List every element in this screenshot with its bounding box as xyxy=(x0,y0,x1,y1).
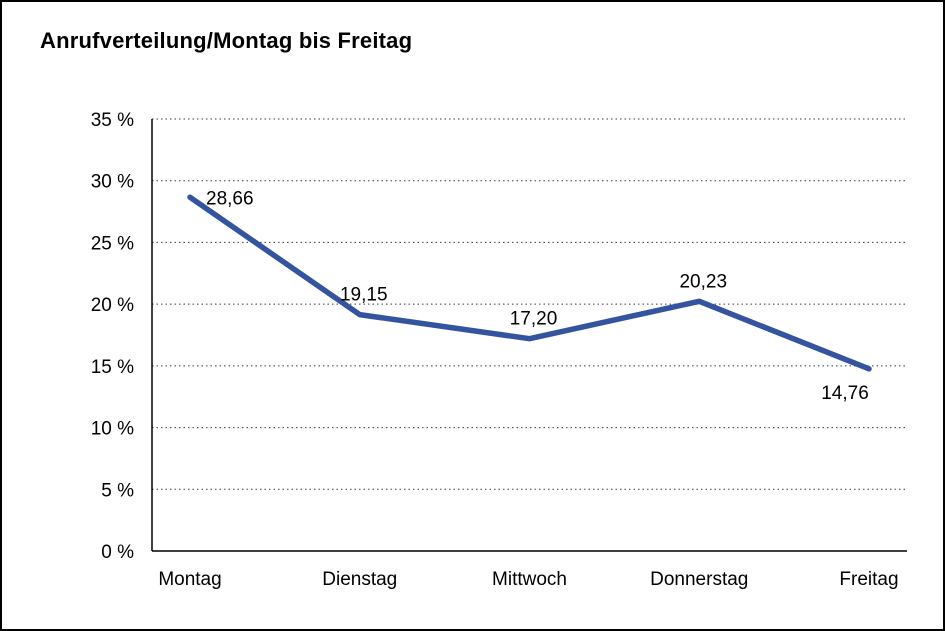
chart-title: Anrufverteilung/Montag bis Freitag xyxy=(40,28,413,53)
data-value-label: 14,76 xyxy=(821,383,869,404)
x-category-label: Montag xyxy=(158,569,221,590)
y-tick-label: 10 % xyxy=(91,419,134,440)
x-category-label: Dienstag xyxy=(322,569,397,590)
y-tick-label: 35 % xyxy=(91,110,134,131)
data-value-label: 28,66 xyxy=(206,188,254,209)
y-tick-label: 5 % xyxy=(101,480,134,501)
data-value-label: 20,23 xyxy=(679,271,727,292)
x-category-label: Mittwoch xyxy=(492,569,567,590)
data-value-label: 19,15 xyxy=(340,285,388,306)
data-value-label: 17,20 xyxy=(510,309,558,330)
y-tick-label: 0 % xyxy=(101,542,134,563)
x-category-label: Freitag xyxy=(839,569,898,590)
data-line xyxy=(187,194,872,372)
y-tick-label: 15 % xyxy=(91,357,134,378)
x-category-label: Donnerstag xyxy=(650,569,748,590)
y-tick-label: 20 % xyxy=(91,295,134,316)
y-tick-label: 25 % xyxy=(91,233,134,254)
y-tick-label: 30 % xyxy=(91,172,134,193)
